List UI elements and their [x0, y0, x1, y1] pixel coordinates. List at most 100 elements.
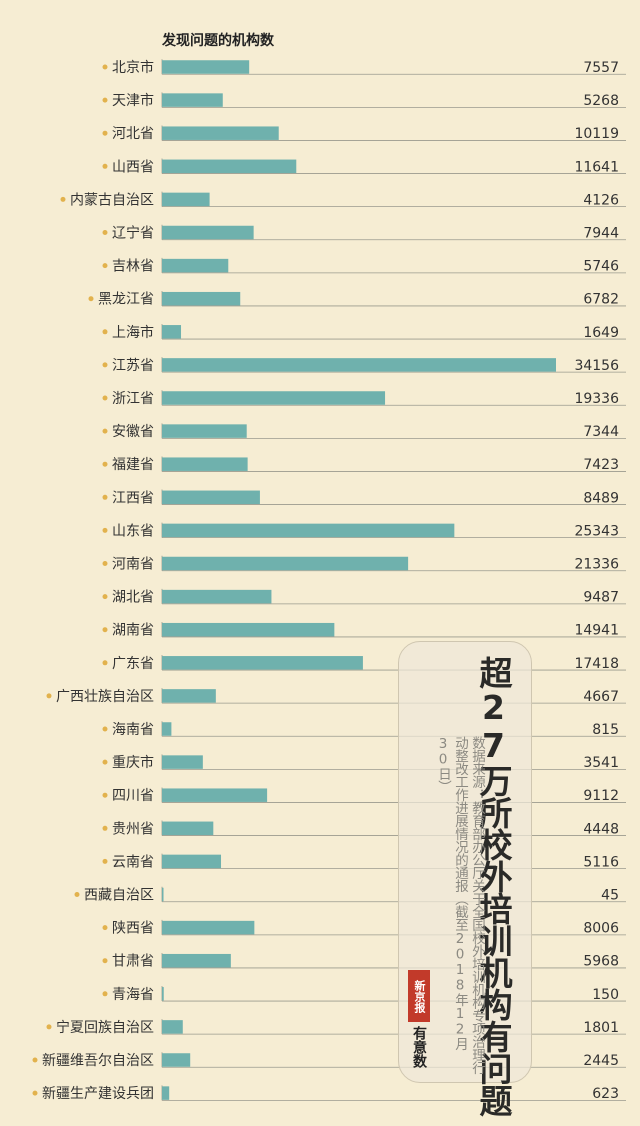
category-label: 湖南省: [112, 623, 154, 639]
bar: [162, 622, 335, 637]
value-label: 5116: [583, 854, 619, 870]
category-label: 天津市: [112, 92, 154, 109]
value-label: 7344: [583, 424, 619, 440]
bar: [162, 258, 229, 273]
label-dot: [102, 97, 108, 103]
label-dot: [102, 263, 108, 269]
value-label: 1801: [583, 1020, 619, 1036]
bar: [162, 920, 255, 935]
category-label: 北京市: [112, 59, 154, 76]
data-source-note: 数据来源：教育部办公厅关于全国校外培训机构专项治理行动整改工作进展情况的通报（截…: [435, 736, 485, 1074]
category-label: 海南省: [112, 722, 154, 738]
logo-black-text: 有意数: [411, 1026, 427, 1068]
bar: [162, 358, 556, 372]
category-label: 河南省: [112, 557, 154, 573]
label-dot: [74, 892, 80, 897]
bar: [162, 656, 363, 670]
value-label: 4448: [583, 821, 619, 837]
value-label: 5746: [583, 259, 619, 275]
category-label: 贵州省: [112, 821, 154, 837]
category-label: 四川省: [112, 788, 154, 804]
value-label: 8006: [583, 921, 619, 937]
bar: [162, 126, 279, 140]
label-dot: [102, 461, 108, 467]
label-dot: [102, 925, 108, 931]
logo-red-badge: 新京报: [408, 970, 430, 1022]
axis-label: 发现问题的机构数: [161, 32, 275, 49]
label-dot: [102, 561, 108, 566]
value-label: 5968: [583, 954, 619, 970]
bar: [162, 291, 241, 306]
value-label: 19336: [574, 391, 619, 407]
label-dot: [102, 958, 108, 964]
label-dot: [32, 1057, 38, 1063]
category-label: 重庆市: [112, 754, 154, 771]
value-label: 3541: [583, 755, 619, 771]
category-label: 湖北省: [112, 590, 154, 606]
value-label: 7944: [583, 226, 619, 242]
category-label: 浙江省: [112, 391, 154, 407]
category-label: 上海市: [112, 324, 154, 341]
category-label: 福建省: [112, 457, 154, 473]
bar: [162, 755, 203, 769]
category-label: 黑龙江省: [98, 292, 154, 308]
chart-title: 超27万所校外培训机构有问题: [474, 656, 513, 1116]
value-label: 11641: [574, 159, 619, 175]
category-label: 山西省: [112, 159, 154, 175]
label-dot: [60, 196, 66, 202]
value-label: 4667: [583, 689, 619, 705]
label-dot: [102, 163, 108, 169]
label-dot: [102, 825, 108, 831]
value-label: 34156: [574, 358, 619, 374]
value-label: 14941: [574, 623, 619, 639]
category-label: 西藏自治区: [84, 888, 154, 904]
category-label: 吉林省: [112, 259, 154, 275]
label-dot: [102, 428, 108, 434]
value-label: 45: [601, 888, 619, 904]
label-dot: [102, 858, 108, 864]
bar: [162, 60, 250, 74]
label-dot: [102, 726, 108, 732]
label-dot: [102, 329, 108, 335]
label-dot: [32, 1090, 38, 1096]
label-dot: [102, 759, 108, 765]
category-label: 陕西省: [112, 921, 154, 937]
label-dot: [46, 1024, 52, 1030]
value-label: 150: [592, 987, 619, 1003]
category-label: 甘肃省: [112, 954, 154, 970]
category-label: 宁夏回族自治区: [56, 1019, 154, 1036]
category-label: 内蒙古自治区: [70, 192, 154, 208]
category-label: 安徽省: [112, 424, 154, 440]
category-label: 云南省: [112, 854, 154, 870]
bar: [162, 987, 164, 1001]
bar: [162, 1053, 191, 1067]
bar: [162, 589, 272, 604]
label-dot: [102, 660, 108, 666]
bar: [162, 523, 455, 538]
label-dot: [102, 230, 108, 235]
bar: [162, 192, 210, 207]
label-dot: [102, 64, 108, 70]
bar: [162, 788, 268, 802]
value-label: 21336: [574, 557, 619, 573]
label-dot: [102, 362, 108, 368]
label-dot: [102, 395, 108, 401]
label-dot: [102, 594, 108, 600]
bar: [162, 1020, 183, 1034]
label-dot: [102, 527, 108, 533]
label-dot: [102, 991, 108, 997]
publisher-logo: 新京报 有意数: [408, 970, 430, 1080]
value-label: 5268: [583, 93, 619, 109]
value-label: 815: [592, 722, 619, 738]
value-label: 2445: [583, 1053, 619, 1069]
bar: [162, 953, 231, 968]
category-label: 河北省: [112, 126, 154, 142]
value-label: 25343: [574, 523, 619, 539]
value-label: 17418: [574, 656, 619, 672]
category-label: 青海省: [112, 987, 154, 1003]
category-label: 广东省: [112, 656, 154, 672]
label-dot: [46, 693, 52, 699]
bar: [162, 457, 248, 471]
bar: [162, 490, 260, 505]
